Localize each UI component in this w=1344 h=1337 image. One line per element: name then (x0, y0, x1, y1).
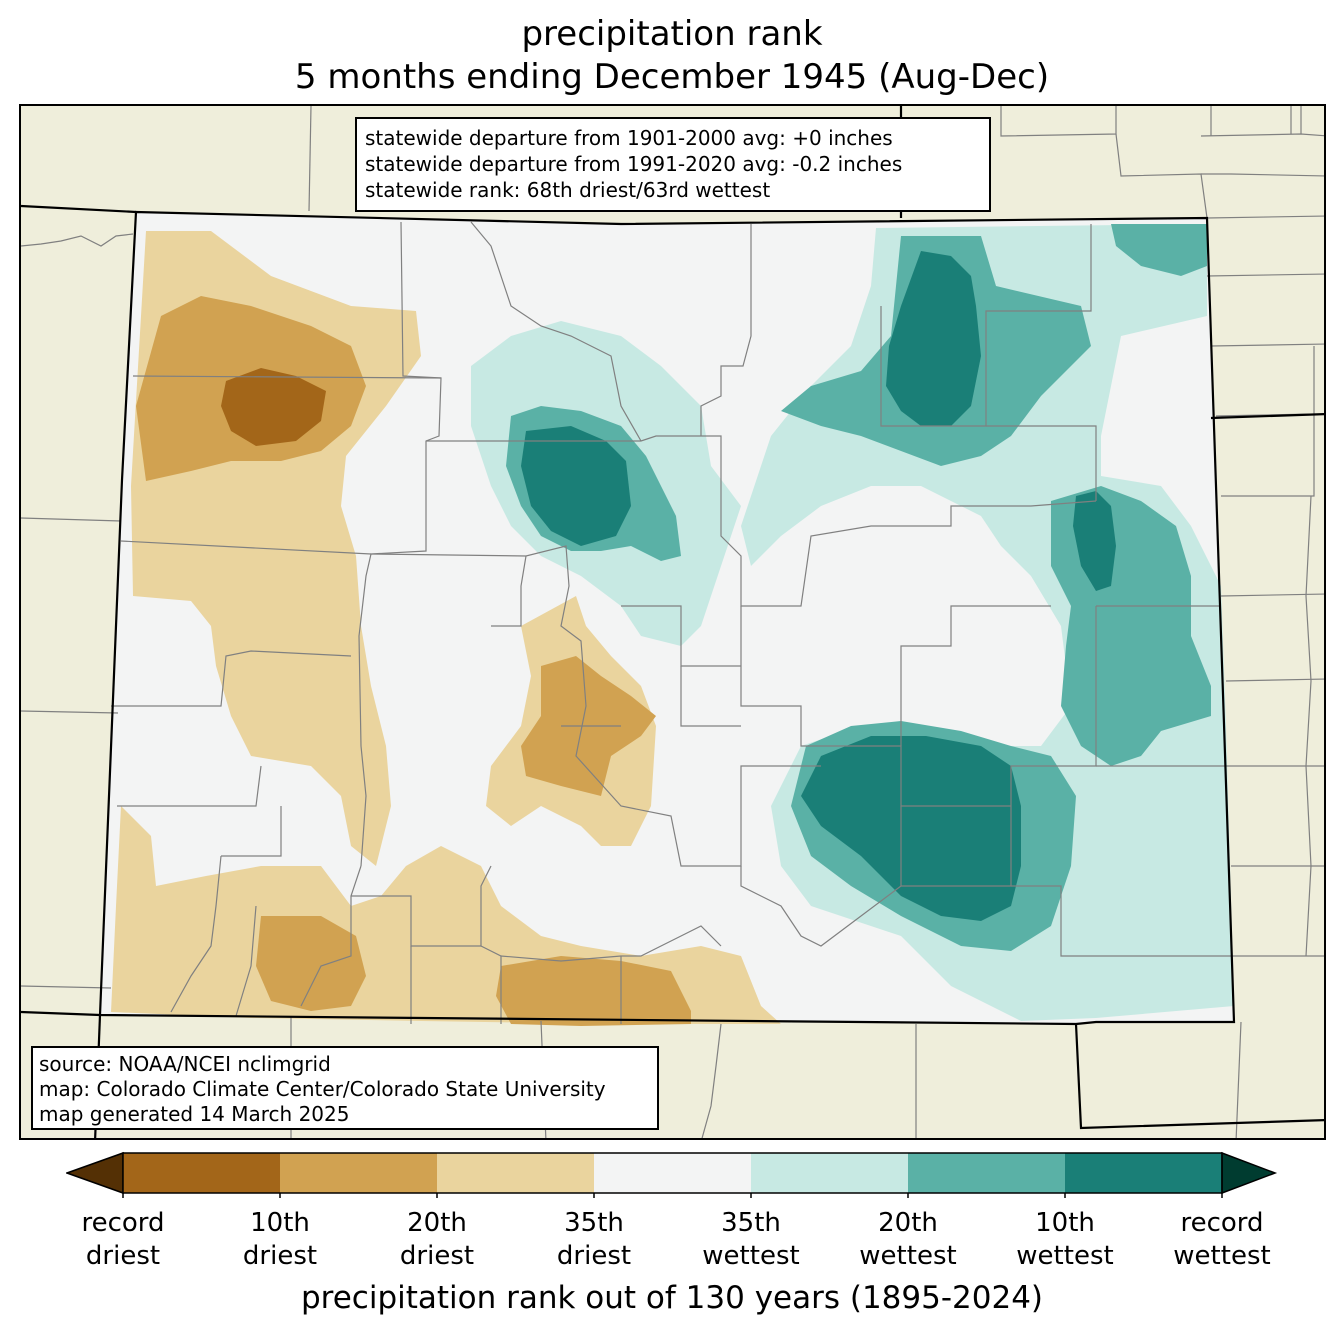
precipitation-rank-map (21, 106, 1324, 1138)
map-subtitle: 5 months ending December 1945 (Aug-Dec) (294, 57, 1050, 97)
tick-label-line2: driest (399, 1241, 475, 1271)
statewide-stats-box: statewide departure from 1901-2000 avg: … (355, 117, 991, 212)
dry-region-20th-southwest (256, 916, 366, 1011)
source-data: source: NOAA/NCEI nclimgrid (39, 1052, 331, 1076)
tick-label-line2: wettest (1016, 1241, 1114, 1271)
colorbar-segment (123, 1153, 280, 1193)
source-box: source: NOAA/NCEI nclimgrid map: Colorad… (31, 1046, 659, 1130)
tick-label-line1: 35th (721, 1208, 781, 1238)
colorado-border (98, 210, 1236, 1026)
wet-anomaly-regions (471, 224, 1234, 1021)
tick-label-line1: 35th (564, 1208, 624, 1238)
tick-label-line2: driest (85, 1241, 161, 1271)
tick-label-line2: driest (242, 1241, 318, 1271)
tick-label-line2: wettest (1173, 1241, 1271, 1271)
colorbar-segment (437, 1153, 594, 1193)
colorbar-segment (594, 1153, 751, 1193)
stats-statewide-rank: statewide rank: 68th driest/63rd wettest (365, 178, 771, 202)
tick-label-line1: 20th (407, 1208, 467, 1238)
utah-arizona-border (21, 1010, 101, 1017)
colorbar-tick-label: record driest (33, 1207, 213, 1273)
tick-label-line1: 10th (250, 1208, 310, 1238)
colorbar-label: precipitation rank out of 130 years (189… (300, 1280, 1044, 1316)
county-boundaries (111, 221, 1231, 1024)
tick-label-line2: wettest (859, 1241, 957, 1271)
source-generated-date: map generated 14 March 2025 (39, 1102, 350, 1126)
nebraska-kansas-border (1210, 413, 1324, 420)
colorbar-tick-label: 20th wettest (818, 1207, 998, 1273)
tick-label-line2: wettest (702, 1241, 800, 1271)
colorbar-segment (908, 1153, 1065, 1193)
colorbar-tick-label: 35th wettest (661, 1207, 841, 1273)
tick-label-line1: record (81, 1208, 165, 1238)
wet-region-20th-north (1111, 224, 1207, 276)
colorbar-tick-label: record wettest (1132, 1207, 1312, 1273)
wet-region-10th-central (521, 426, 631, 546)
wyoming-utah-border (21, 204, 137, 214)
wet-region-10th-north (886, 251, 981, 426)
colorbar-outline (122, 1152, 1223, 1194)
colorbar-tick-label: 10th wettest (975, 1207, 1155, 1273)
dry-region-10th (221, 368, 326, 446)
colorbar-tick-label: 20th driest (347, 1207, 527, 1273)
colorbar-segment (751, 1153, 908, 1193)
map-panel (19, 104, 1326, 1140)
oklahoma-border (1074, 1023, 1324, 1130)
colorbar (66, 1151, 1278, 1198)
stats-departure-1991-2020: statewide departure from 1991-2020 avg: … (365, 152, 903, 176)
stats-departure-1901-2000: statewide departure from 1901-2000 avg: … (365, 126, 893, 150)
tick-label-line1: 10th (1035, 1208, 1095, 1238)
wet-region-10th-se (801, 736, 1021, 921)
colorbar-segment (1065, 1153, 1222, 1193)
colorbar-extend-high (1221, 1151, 1278, 1195)
dry-region-20th-south (496, 956, 691, 1026)
colorbar-extend-low (66, 1151, 124, 1195)
colorbar-segment (280, 1153, 437, 1193)
colorbar-tick-label: 35th driest (504, 1207, 684, 1273)
map-title: precipitation rank (521, 14, 823, 54)
tick-label-line1: 20th (878, 1208, 938, 1238)
wet-region-10th-east (1073, 491, 1116, 591)
tick-label-line1: record (1180, 1208, 1264, 1238)
tick-label-line2: driest (556, 1241, 632, 1271)
source-map-credit: map: Colorado Climate Center/Colorado St… (39, 1077, 606, 1101)
colorbar-tick-label: 10th driest (190, 1207, 370, 1273)
